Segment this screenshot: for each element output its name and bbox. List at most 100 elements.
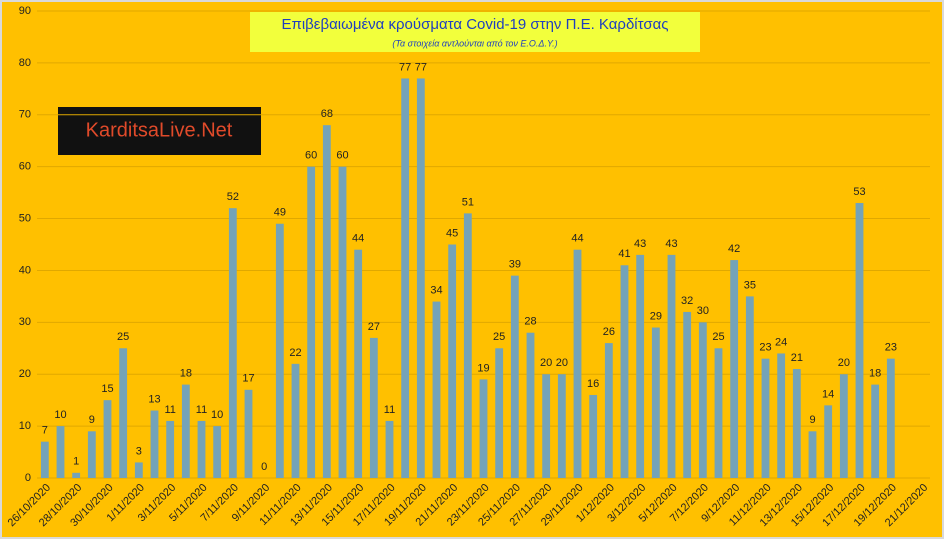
bar: [291, 363, 300, 478]
data-label: 26: [603, 326, 615, 338]
data-label: 23: [885, 342, 897, 354]
data-label: 43: [634, 238, 646, 250]
data-label: 10: [54, 409, 66, 421]
bar: [620, 265, 629, 478]
data-label: 20: [540, 357, 552, 369]
bar: [322, 125, 331, 479]
bar: [307, 166, 316, 478]
bar: [745, 296, 754, 478]
bar: [40, 441, 49, 478]
data-label: 41: [618, 248, 630, 260]
bar: [432, 301, 441, 478]
bar: [228, 208, 237, 478]
bar: [557, 374, 566, 478]
data-label: 13: [148, 393, 160, 405]
bar: [589, 394, 598, 478]
bar: [385, 420, 394, 478]
bar: [181, 384, 190, 478]
data-label: 28: [524, 316, 536, 328]
bar: [416, 78, 425, 478]
bar: [886, 358, 895, 478]
bar: [871, 384, 880, 478]
data-label: 77: [399, 61, 411, 73]
data-label: 22: [289, 347, 301, 359]
data-label: 77: [415, 61, 427, 73]
chart-subtitle: (Τα στοιχεία αντλούνται από τον Ε.Ο.Δ.Υ.…: [392, 38, 557, 48]
data-label: 34: [430, 284, 442, 296]
bar: [72, 472, 81, 478]
data-label: 9: [89, 414, 95, 426]
y-tick-label: 50: [19, 212, 31, 224]
data-label: 15: [101, 383, 113, 395]
bar: [134, 462, 143, 478]
data-label: 30: [697, 305, 709, 317]
bar: [761, 358, 770, 478]
data-label: 20: [838, 357, 850, 369]
data-label: 32: [681, 295, 693, 307]
data-label: 60: [305, 150, 317, 162]
bar: [56, 426, 65, 478]
bar: [166, 420, 175, 478]
data-label: 11: [196, 404, 207, 416]
bar: [636, 254, 645, 478]
data-label: 43: [665, 238, 677, 250]
bar: [855, 202, 864, 478]
logo-text: KarditsaLive.Net: [86, 119, 233, 141]
bar: [479, 379, 488, 478]
y-tick-label: 0: [25, 472, 31, 484]
bar: [463, 213, 472, 478]
data-label: 9: [809, 414, 815, 426]
data-label: 44: [352, 233, 364, 245]
bar: [103, 400, 112, 478]
bar: [87, 431, 96, 478]
bar: [824, 405, 833, 478]
bar: [651, 327, 660, 478]
data-label: 60: [336, 150, 348, 162]
bar: [683, 311, 692, 478]
y-tick-label: 80: [19, 57, 31, 69]
bar: [401, 78, 410, 478]
bar: [698, 322, 707, 478]
bar: [792, 369, 801, 478]
data-label: 19: [477, 362, 489, 374]
bar: [573, 249, 582, 478]
bar: [542, 374, 551, 478]
bar: [119, 348, 128, 478]
data-label: 16: [587, 378, 599, 390]
data-label: 45: [446, 227, 458, 239]
bar: [354, 249, 363, 478]
bar: [667, 254, 676, 478]
data-label: 51: [462, 196, 474, 208]
data-label: 11: [384, 404, 395, 416]
bar: [510, 275, 519, 478]
data-label: 25: [712, 331, 724, 343]
data-label: 68: [321, 108, 333, 120]
data-label: 0: [261, 461, 267, 473]
data-label: 44: [571, 233, 583, 245]
bar: [213, 426, 222, 478]
bar: [730, 260, 739, 478]
data-label: 23: [759, 342, 771, 354]
data-label: 18: [869, 368, 881, 380]
bar: [369, 337, 378, 478]
y-tick-label: 30: [19, 316, 31, 328]
data-label: 24: [775, 336, 787, 348]
data-label: 25: [117, 331, 129, 343]
data-label: 52: [227, 191, 239, 203]
bar: [714, 348, 723, 478]
data-label: 25: [493, 331, 505, 343]
data-label: 3: [136, 445, 142, 457]
y-tick-label: 40: [19, 264, 31, 276]
y-tick-label: 60: [19, 161, 31, 173]
data-label: 7: [42, 425, 48, 437]
bar: [338, 166, 347, 478]
bar: [244, 389, 253, 478]
data-label: 1: [73, 456, 79, 468]
data-label: 10: [211, 409, 223, 421]
bar: [197, 420, 206, 478]
data-label: 21: [791, 352, 803, 364]
data-label: 18: [180, 368, 192, 380]
bar: [604, 343, 613, 478]
